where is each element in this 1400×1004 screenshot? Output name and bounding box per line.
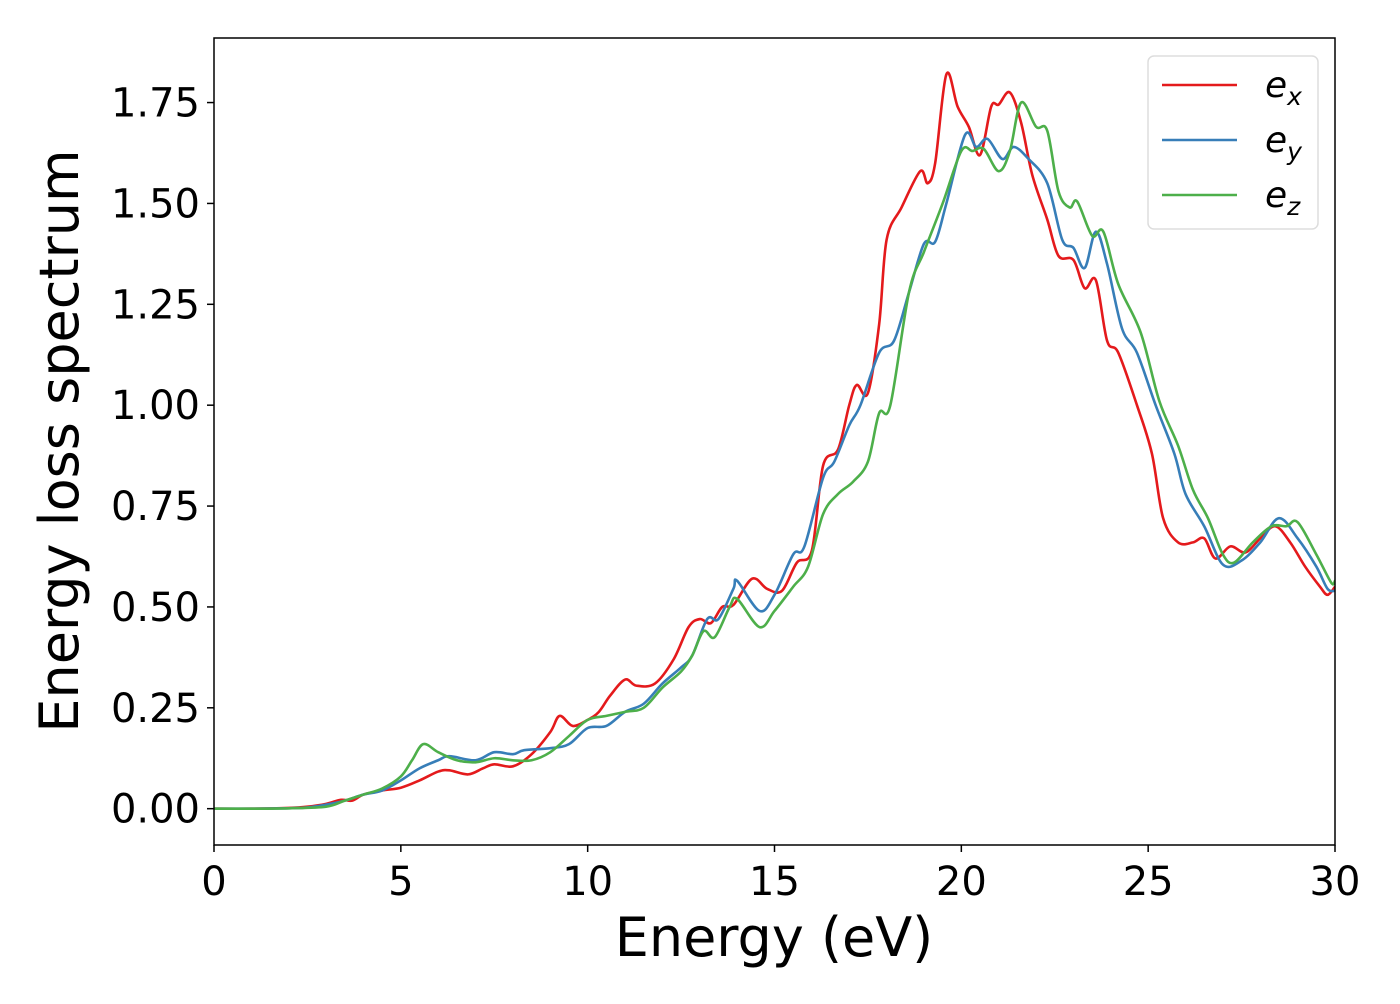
- x-tick-label: 0: [201, 859, 226, 905]
- series-layer: [214, 71, 1335, 811]
- y-axis-label: Energy loss spectrum: [28, 149, 91, 732]
- legend-label: ex: [1265, 65, 1302, 111]
- y-tick-label: 0.75: [111, 484, 200, 530]
- x-tick-label: 5: [388, 859, 413, 905]
- series-line-e-x: [214, 71, 1335, 811]
- x-axis: 0 5 10 15 20 25 30: [201, 845, 1360, 905]
- x-tick-label: 30: [1310, 859, 1361, 905]
- legend-label: ey: [1265, 120, 1303, 166]
- legend: ex ey ez: [1147, 55, 1319, 230]
- x-tick-label: 10: [562, 859, 613, 905]
- x-tick-label: 20: [936, 859, 987, 905]
- x-tick-label: 25: [1123, 859, 1174, 905]
- series-line-e-z: [214, 100, 1335, 811]
- y-tick-label: 1.50: [111, 181, 200, 227]
- x-axis-label: Energy (eV): [615, 906, 934, 969]
- x-tick-label: 15: [749, 859, 800, 905]
- y-tick-label: 0.50: [111, 585, 200, 631]
- y-tick-label: 1.00: [111, 383, 200, 429]
- y-tick-label: 1.25: [111, 282, 200, 328]
- y-tick-label: 0.25: [111, 686, 200, 732]
- legend-label: ez: [1265, 175, 1301, 221]
- y-axis: 0.00 0.25 0.50 0.75 1.00 1.25 1.50 1.75: [111, 81, 214, 833]
- series-line-e-y: [214, 131, 1335, 811]
- y-tick-label: 0.00: [111, 787, 200, 833]
- y-tick-label: 1.75: [111, 81, 200, 127]
